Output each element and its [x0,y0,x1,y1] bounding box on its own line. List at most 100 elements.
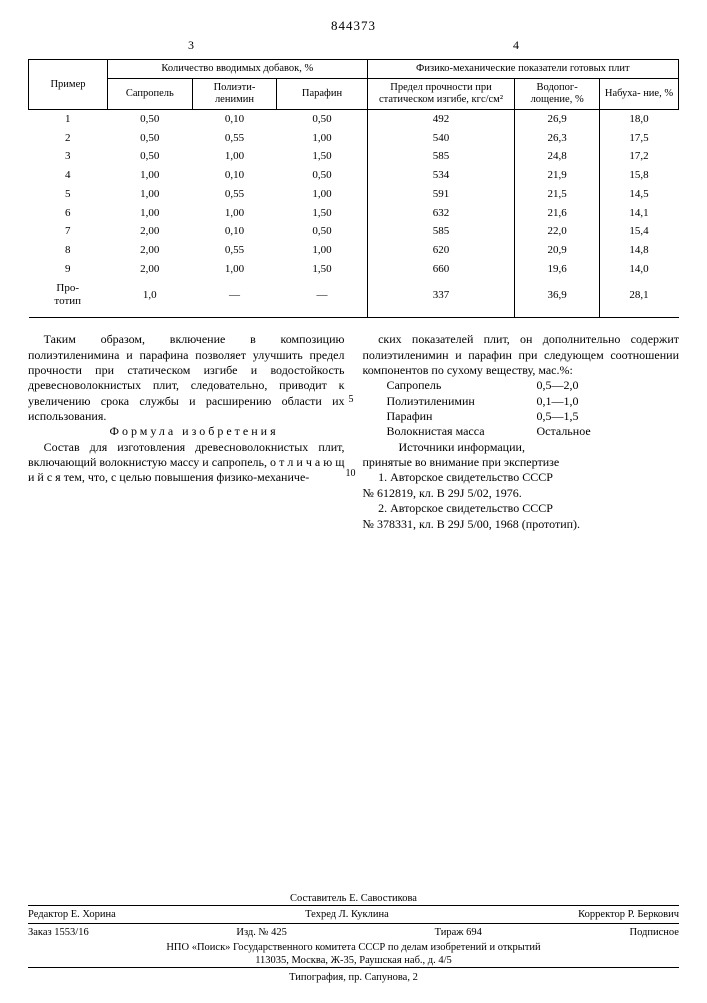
table-cell: 1,0 [107,279,192,318]
ratio-label: Волокнистая масса [387,424,537,439]
footer-sub: Подписное [630,926,679,939]
ratio-value: 0,5—1,5 [537,409,579,424]
table-cell: 1,00 [277,185,367,204]
table-cell: 585 [367,148,515,167]
table-cell: 2 [29,129,108,148]
table-cell: 660 [367,260,515,279]
table-cell: 1,00 [277,242,367,261]
table-cell: 1,50 [277,204,367,223]
table-cell: 0,50 [107,110,192,129]
table-cell: 1,00 [192,148,277,167]
source-1a: 1. Авторское свидетельство СССР [363,470,680,485]
table-cell: 632 [367,204,515,223]
table-cell: 1,00 [107,185,192,204]
table-cell: 1,00 [107,167,192,186]
table-cell: 2,00 [107,260,192,279]
source-2a: 2. Авторское свидетельство СССР [363,501,680,516]
table-cell: 0,50 [107,129,192,148]
table-cell: 22,0 [515,223,600,242]
table-cell: 15,4 [599,223,678,242]
table-cell: Про- тотип [29,279,108,318]
ratio-label: Сапропель [387,378,537,393]
th-strength: Предел прочности при статическом изгибе,… [367,79,515,110]
table-cell: 15,8 [599,167,678,186]
right-column: 5 10 ских показателей плит, он дополните… [363,332,680,532]
table-cell: 24,8 [515,148,600,167]
page-number-left: 3 [188,38,194,53]
table-cell: 14,5 [599,185,678,204]
sources-heading-1: Источники информации, [363,440,680,455]
table-cell: 1 [29,110,108,129]
table-cell: 585 [367,223,515,242]
footer-tirazh: Тираж 694 [435,926,482,939]
table-cell: 0,55 [192,129,277,148]
document-number: 844373 [28,18,679,34]
table-cell: 1,50 [277,148,367,167]
table-cell: 3 [29,148,108,167]
table-cell: 1,00 [107,204,192,223]
footer-corrector: Корректор Р. Беркович [578,908,679,921]
table-cell: 14,1 [599,204,678,223]
footer-typography: Типография, пр. Сапунова, 2 [28,967,679,984]
table-cell: 6 [29,204,108,223]
table-cell: 26,9 [515,110,600,129]
table-cell: 534 [367,167,515,186]
ratio-value: 0,1—1,0 [537,394,579,409]
table-cell: 14,8 [599,242,678,261]
table-cell: 21,5 [515,185,600,204]
table-cell: 20,9 [515,242,600,261]
table-cell: 19,6 [515,260,600,279]
table-cell: 26,3 [515,129,600,148]
source-2b: № 378331, кл. В 29J 5/00, 1968 (прототип… [363,517,680,532]
formula-heading: Формула изобретения [28,424,345,439]
table-cell: 0,55 [192,185,277,204]
footer-addr: 113035, Москва, Ж-35, Раушская наб., д. … [28,954,679,967]
footer-editor: Редактор Е. Хорина [28,908,116,921]
table-cell: 0,55 [192,242,277,261]
th-paraffin: Парафин [277,79,367,110]
table-cell: 17,5 [599,129,678,148]
footer-composer: Составитель Е. Савостикова [28,892,679,905]
ratio-value: 0,5—2,0 [537,378,579,393]
table-cell: 0,50 [277,167,367,186]
footer-npo: НПО «Поиск» Государственного комитета СС… [28,941,679,954]
footer: Составитель Е. Савостикова Редактор Е. Х… [28,892,679,985]
table-cell: 492 [367,110,515,129]
table-cell: 0,10 [192,223,277,242]
th-swell: Набуха- ние, % [599,79,678,110]
ratio-value: Остальное [537,424,591,439]
sources-heading-2: принятые во внимание при экспертизе [363,455,680,470]
table-cell: 1,00 [277,129,367,148]
table-cell: 0,10 [192,110,277,129]
th-additives-group: Количество вводимых добавок, % [107,60,367,79]
ratio-label: Парафин [387,409,537,424]
table-cell: 1,00 [192,204,277,223]
table-cell: 21,6 [515,204,600,223]
table-cell: 7 [29,223,108,242]
table-cell: 28,1 [599,279,678,318]
footer-izd: Изд. № 425 [236,926,287,939]
table-cell: — [277,279,367,318]
line-number-5: 5 [349,394,354,407]
th-props-group: Физико-механические показатели готовых п… [367,60,678,79]
table-cell: 2,00 [107,242,192,261]
left-p2: Состав для изготовления древесноволокнис… [28,440,345,486]
page-number-right: 4 [513,38,519,53]
table-cell: 36,9 [515,279,600,318]
table-cell: 620 [367,242,515,261]
footer-techred: Техред Л. Куклина [305,908,389,921]
ratio-label: Полиэтиленимин [387,394,537,409]
table-cell: 0,50 [277,223,367,242]
footer-order: Заказ 1553/16 [28,926,89,939]
left-p1: Таким образом, включение в композицию по… [28,332,345,424]
table-cell: 5 [29,185,108,204]
th-sapropel: Сапропель [107,79,192,110]
right-p1: ских показателей плит, он дополнительно … [363,332,680,378]
th-water: Водопог- лощение, % [515,79,600,110]
th-pei: Полиэти- ленимин [192,79,277,110]
table-cell: 17,2 [599,148,678,167]
table-cell: 1,50 [277,260,367,279]
table-cell: 4 [29,167,108,186]
data-table: Пример Количество вводимых добавок, % Фи… [28,59,679,318]
table-cell: 0,50 [107,148,192,167]
